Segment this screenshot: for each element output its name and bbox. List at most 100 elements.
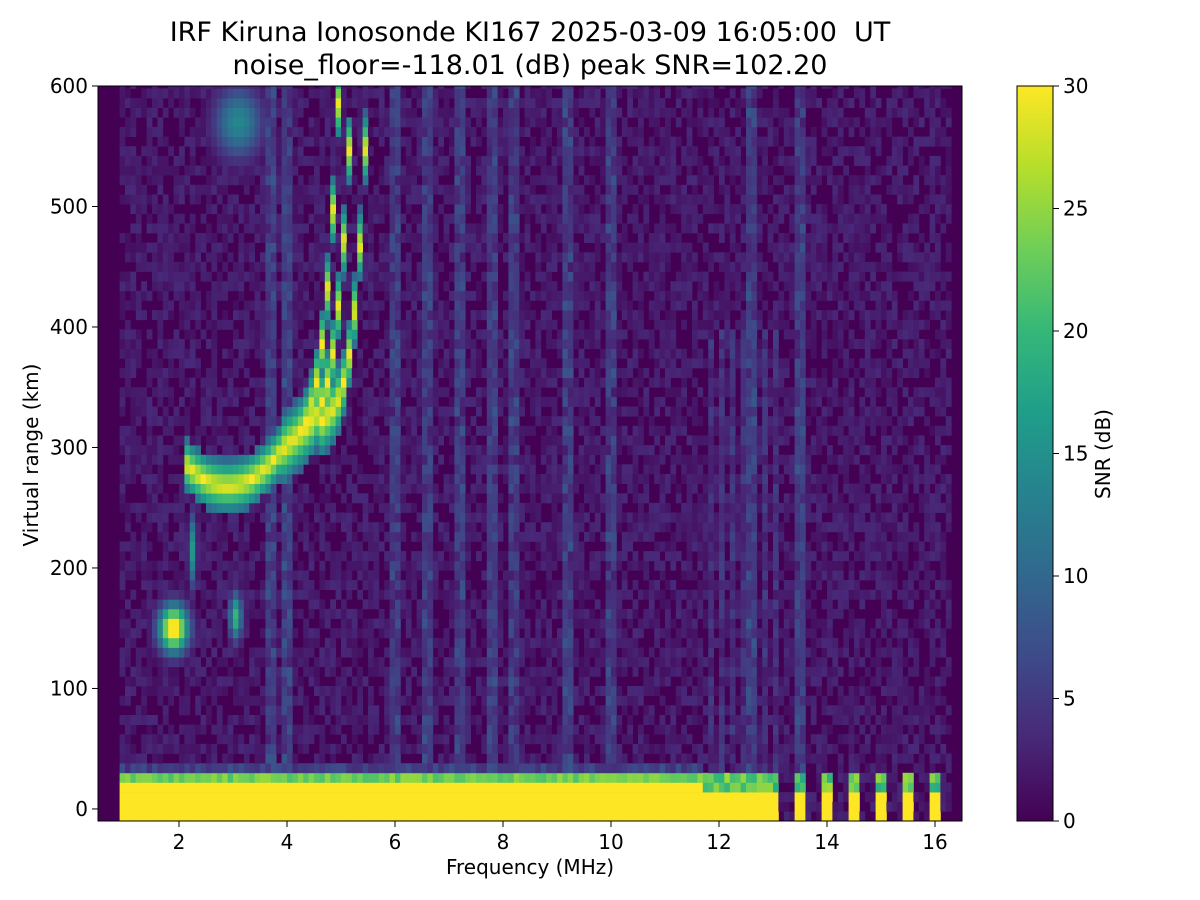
heatmap-cell <box>357 792 363 803</box>
heatmap-cell <box>222 445 228 456</box>
heatmap-cell <box>200 127 207 137</box>
heatmap-cell <box>324 290 331 301</box>
heatmap-cell <box>384 155 390 166</box>
heatmap-cell <box>562 155 569 166</box>
heatmap-cell <box>281 705 288 716</box>
heatmap-cell <box>551 300 558 311</box>
heatmap-cell <box>481 705 488 716</box>
heatmap-cell <box>173 541 180 552</box>
heatmap-cell <box>125 281 131 292</box>
heatmap-cell <box>216 686 223 696</box>
heatmap-cell <box>265 261 272 272</box>
heatmap-cell <box>168 310 174 321</box>
heatmap-cell <box>551 445 558 456</box>
heatmap-cell <box>481 502 488 513</box>
heatmap-cell <box>292 445 299 456</box>
heatmap-cell <box>216 551 223 562</box>
heatmap-cell <box>454 348 461 359</box>
heatmap-cell <box>135 464 142 475</box>
heatmap-cell <box>357 213 363 224</box>
heatmap-cell <box>389 531 396 542</box>
heatmap-cell <box>508 772 515 783</box>
heatmap-cell <box>233 261 239 272</box>
heatmap-cell <box>184 377 191 388</box>
heatmap-cell <box>524 213 531 224</box>
heatmap-cell <box>265 734 272 745</box>
heatmap-cell <box>389 155 396 166</box>
heatmap-cell <box>141 165 147 176</box>
heatmap-cell <box>459 647 466 658</box>
heatmap-cell <box>449 647 455 658</box>
heatmap-cell <box>492 464 498 475</box>
heatmap-cell <box>260 261 266 272</box>
heatmap-cell <box>130 300 137 311</box>
heatmap-cell <box>335 339 342 349</box>
heatmap-cell <box>130 107 137 118</box>
heatmap-cell <box>270 464 277 475</box>
heatmap-cell <box>216 801 223 812</box>
heatmap-cell <box>395 396 401 407</box>
heatmap-cell <box>162 608 169 619</box>
heatmap-cell <box>211 753 218 764</box>
heatmap-cell <box>459 628 466 639</box>
heatmap-cell <box>465 155 471 166</box>
heatmap-cell <box>481 743 488 754</box>
heatmap-cell <box>519 204 525 215</box>
heatmap-cell <box>206 763 212 774</box>
heatmap-cell <box>540 811 547 821</box>
heatmap-cell <box>470 98 477 108</box>
heatmap-cell <box>562 146 569 157</box>
heatmap-cell <box>308 724 315 735</box>
heatmap-cell <box>152 165 158 176</box>
heatmap-cell <box>141 570 147 581</box>
heatmap-cell <box>389 454 396 465</box>
heatmap-cell <box>222 204 228 215</box>
heatmap-cell <box>157 483 164 494</box>
heatmap-cell <box>184 599 191 610</box>
heatmap-cell <box>260 772 266 783</box>
heatmap-cell <box>157 98 164 108</box>
heatmap-cell <box>432 570 439 581</box>
heatmap-cell <box>281 560 288 571</box>
heatmap-cell <box>405 743 412 754</box>
heatmap-cell <box>260 483 266 494</box>
heatmap-cell <box>265 98 272 108</box>
heatmap-cell <box>492 724 498 735</box>
heatmap-cell <box>346 647 353 658</box>
heatmap-cell <box>314 223 320 234</box>
heatmap-cell <box>443 184 450 195</box>
heatmap-cell <box>281 213 288 224</box>
heatmap-cell <box>389 551 396 562</box>
heatmap-cell <box>130 608 137 619</box>
heatmap-cell <box>335 107 342 118</box>
heatmap-cell <box>146 734 153 745</box>
heatmap-cell <box>454 512 461 523</box>
heatmap-cell <box>411 416 417 427</box>
heatmap-cell <box>152 406 158 417</box>
heatmap-cell <box>567 464 574 475</box>
heatmap-cell <box>211 117 218 128</box>
heatmap-cell <box>270 425 277 436</box>
heatmap-cell <box>351 512 358 523</box>
heatmap-cell <box>454 242 461 253</box>
heatmap-cell <box>270 531 277 542</box>
heatmap-cell <box>465 580 471 590</box>
heatmap-cell <box>562 300 569 311</box>
heatmap-cell <box>524 117 531 128</box>
heatmap-cell <box>540 647 547 658</box>
heatmap-cell <box>189 724 196 735</box>
heatmap-cell <box>395 348 401 359</box>
heatmap-cell <box>130 551 137 562</box>
heatmap-cell <box>254 396 261 407</box>
heatmap-cell <box>373 560 380 571</box>
heatmap-cell <box>438 387 444 398</box>
heatmap-cell <box>211 772 218 783</box>
heatmap-cell <box>476 483 482 494</box>
heatmap-cell <box>206 715 212 725</box>
heatmap-cell <box>222 146 228 157</box>
heatmap-cell <box>540 194 547 205</box>
heatmap-cell <box>303 194 309 205</box>
heatmap-cell <box>152 223 158 234</box>
heatmap-cell <box>400 261 407 272</box>
heatmap-cell <box>265 772 272 783</box>
